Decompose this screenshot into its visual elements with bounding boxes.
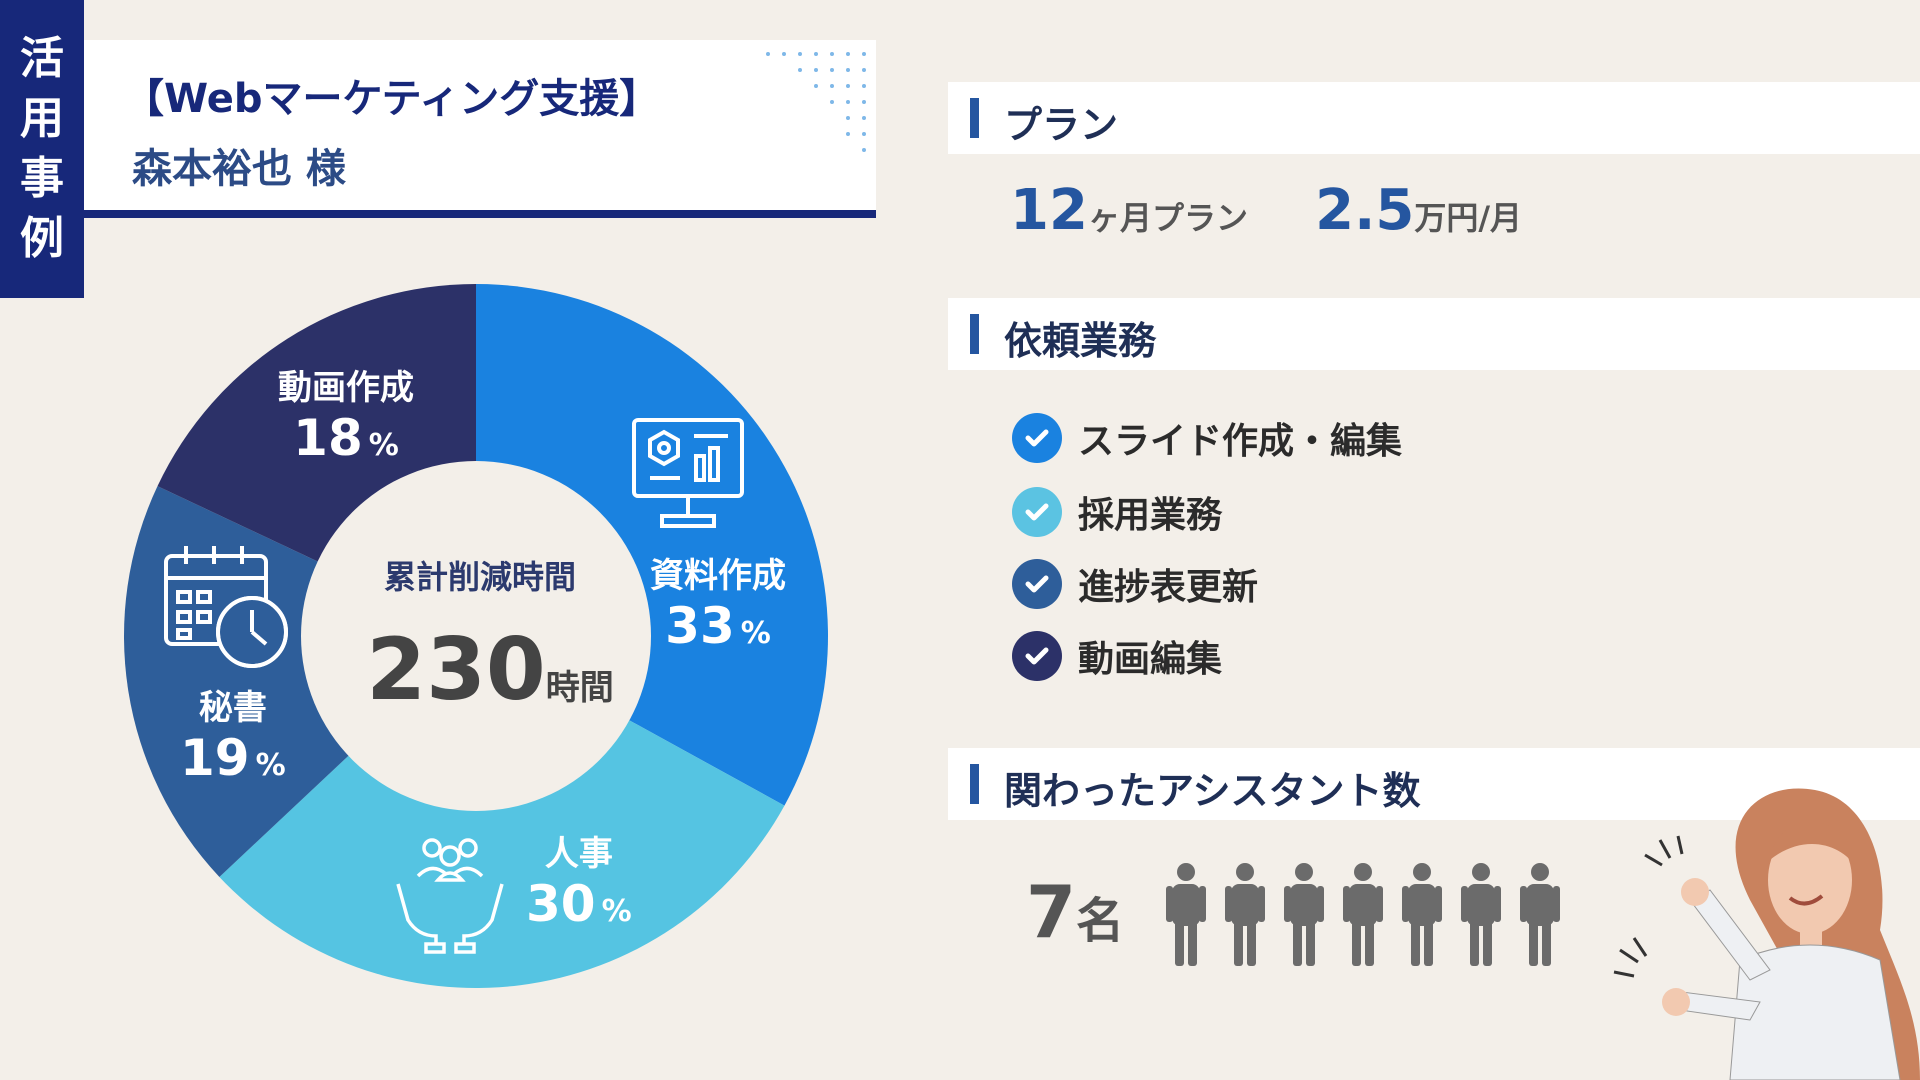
segment-label-jinji: 人事 30% bbox=[526, 826, 632, 933]
tasks-section-header: 依頼業務 bbox=[948, 298, 1920, 370]
assistant-count: 7名 bbox=[1026, 870, 1124, 954]
segment-value: 19 bbox=[180, 729, 250, 787]
section-marker bbox=[970, 314, 979, 354]
segment-label-hisho: 秘書 19% bbox=[180, 680, 286, 787]
segment-name: 秘書 bbox=[198, 688, 267, 728]
task-item: 動画編集 bbox=[1012, 630, 1222, 682]
time-reduction-donut-chart bbox=[124, 284, 828, 988]
segment-value: 18 bbox=[293, 409, 363, 467]
checkmark-icon bbox=[1012, 487, 1062, 537]
title-underline bbox=[84, 210, 876, 218]
percent-unit: % bbox=[255, 748, 286, 783]
donut-segment bbox=[124, 486, 477, 877]
task-label: スライド作成・編集 bbox=[1078, 421, 1403, 462]
task-label: 動画編集 bbox=[1078, 639, 1223, 680]
tag-char: 事 bbox=[20, 153, 64, 204]
segment-label-shiryo: 資料作成 33% bbox=[650, 548, 786, 655]
center-value: 230時間 bbox=[340, 620, 640, 720]
plan-section-header: プラン bbox=[948, 82, 1920, 154]
assistants-heading: 関わったアシスタント数 bbox=[1004, 769, 1421, 813]
calendar-clock-icon bbox=[164, 546, 288, 668]
checkmark-icon bbox=[1012, 631, 1062, 681]
person-icon bbox=[1520, 862, 1560, 966]
person-icon bbox=[1166, 862, 1206, 966]
percent-unit: % bbox=[740, 616, 771, 651]
case-study-tag: 活 用 事 例 bbox=[0, 0, 84, 298]
total-hours: 230 bbox=[366, 620, 546, 720]
assistant-count-unit: 名 bbox=[1076, 893, 1125, 949]
segment-value: 30 bbox=[526, 875, 596, 933]
dot-pattern-decoration bbox=[766, 52, 866, 152]
person-icon bbox=[1402, 862, 1442, 966]
person-icon bbox=[1343, 862, 1383, 966]
donut-segment bbox=[219, 636, 785, 988]
assistant-people-icons bbox=[1166, 862, 1560, 966]
dashboard-monitor-icon bbox=[632, 418, 744, 528]
checkmark-icon bbox=[1012, 413, 1062, 463]
client-name: 森本裕也 様 bbox=[132, 146, 346, 192]
tag-char: 用 bbox=[20, 93, 64, 144]
task-label: 進捗表更新 bbox=[1078, 567, 1259, 608]
percent-unit: % bbox=[368, 428, 399, 463]
center-label: 累計削減時間 bbox=[383, 558, 576, 596]
task-item: スライド作成・編集 bbox=[1012, 412, 1402, 464]
plan-price-unit: 万円/月 bbox=[1414, 199, 1523, 237]
person-icon bbox=[1225, 862, 1265, 966]
service-title: 【Webマーケティング支援】 bbox=[124, 76, 660, 122]
person-icon bbox=[1461, 862, 1501, 966]
checkmark-icon bbox=[1012, 559, 1062, 609]
hands-people-icon bbox=[396, 838, 504, 954]
hours-unit: 時間 bbox=[545, 668, 614, 708]
tag-char: 例 bbox=[20, 213, 64, 264]
tasks-heading: 依頼業務 bbox=[1004, 319, 1157, 363]
plan-months: 12 bbox=[1010, 178, 1088, 243]
plan-details: 12ヶ月プラン 2.5万円/月 bbox=[1010, 178, 1522, 243]
segment-name: 動画作成 bbox=[278, 368, 414, 408]
task-label: 採用業務 bbox=[1078, 495, 1223, 536]
title-card: 【Webマーケティング支援】 森本裕也 様 bbox=[84, 40, 876, 218]
segment-value: 33 bbox=[665, 597, 735, 655]
segment-name: 人事 bbox=[544, 834, 613, 874]
segment-label-doga: 動画作成 18% bbox=[278, 360, 414, 467]
person-icon bbox=[1284, 862, 1324, 966]
section-marker bbox=[970, 98, 979, 138]
plan-heading: プラン bbox=[1004, 103, 1119, 147]
segment-name: 資料作成 bbox=[650, 556, 786, 596]
plan-months-unit: ヶ月プラン bbox=[1087, 199, 1248, 237]
section-marker bbox=[970, 764, 979, 804]
plan-price: 2.5 bbox=[1315, 178, 1415, 243]
task-item: 採用業務 bbox=[1012, 486, 1222, 538]
task-item: 進捗表更新 bbox=[1012, 558, 1258, 610]
assistant-count-number: 7 bbox=[1026, 870, 1077, 954]
tag-char: 活 bbox=[20, 33, 64, 84]
donut-hole bbox=[301, 461, 651, 811]
pointing-woman-illustration bbox=[1613, 788, 1920, 1080]
percent-unit: % bbox=[601, 894, 632, 929]
